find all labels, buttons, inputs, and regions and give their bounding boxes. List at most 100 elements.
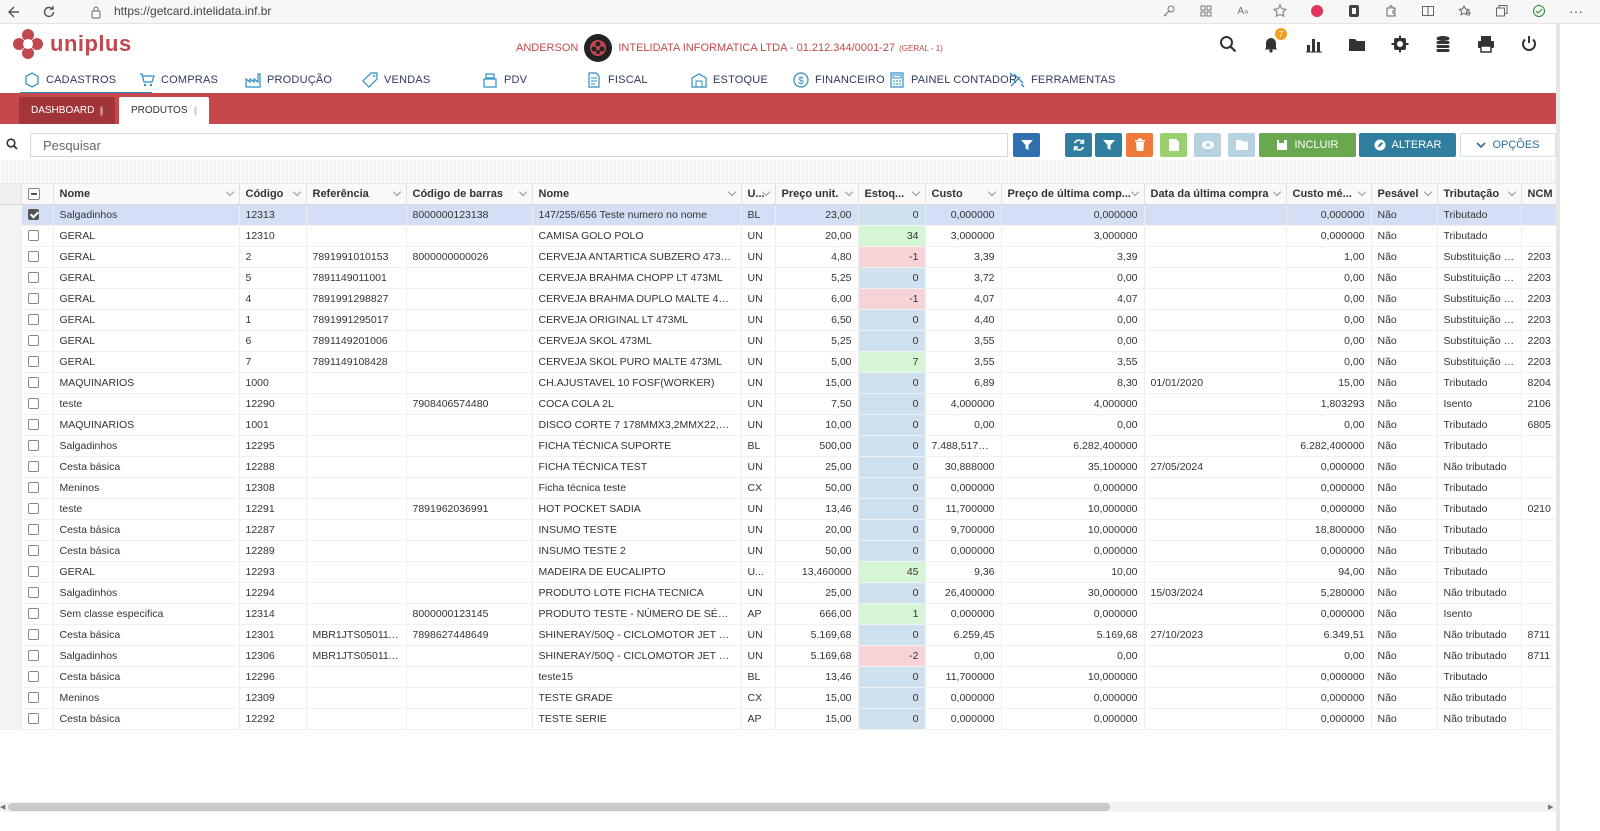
- row-select-cell[interactable]: [21, 393, 54, 415]
- scroll-right-icon[interactable]: ▶: [1548, 804, 1554, 811]
- table-row[interactable]: Sem classe especifica 12314 8000000123145 P…: [0, 603, 1560, 625]
- menu-financeiro[interactable]: $ FINANCEIRO: [793, 72, 885, 88]
- advanced-filter-button[interactable]: [1013, 133, 1040, 157]
- menu-cadastros[interactable]: CADASTROS: [19, 72, 153, 94]
- sort-chevron-icon[interactable]: [844, 187, 853, 197]
- column-header[interactable]: Código: [239, 184, 307, 205]
- alterar-button[interactable]: ALTERAR: [1359, 133, 1456, 157]
- table-row[interactable]: Salgadinhos 12306 MBR1JTS0501113V SHINERAY/…: [0, 645, 1560, 667]
- sort-chevron-icon[interactable]: [1507, 187, 1516, 197]
- row-checkbox[interactable]: [27, 356, 39, 368]
- table-row[interactable]: Cesta básica 12289 INSUMO TESTE 2 UN 50,00 0 0…: [0, 540, 1560, 562]
- row-checkbox[interactable]: [27, 566, 39, 578]
- row-checkbox[interactable]: [27, 419, 39, 431]
- sort-chevron-icon[interactable]: [1130, 187, 1139, 197]
- table-row[interactable]: MAQUINARIOS 1001 DISCO CORTE 7 178MMX3,2MM…: [0, 414, 1560, 436]
- folder-button[interactable]: [1228, 133, 1255, 157]
- sort-chevron-icon[interactable]: [1423, 187, 1432, 197]
- sort-chevron-icon[interactable]: [1272, 187, 1281, 197]
- sort-chevron-icon[interactable]: [518, 187, 527, 197]
- performance-icon[interactable]: [1531, 3, 1547, 19]
- database-icon[interactable]: [1433, 34, 1453, 54]
- gear-icon[interactable]: [1390, 34, 1410, 54]
- row-checkbox[interactable]: [27, 440, 39, 452]
- row-select-cell[interactable]: [21, 456, 54, 478]
- column-header[interactable]: U...: [741, 184, 776, 205]
- row-checkbox[interactable]: [27, 629, 39, 641]
- row-select-cell[interactable]: [21, 498, 54, 520]
- row-checkbox[interactable]: [27, 713, 39, 725]
- new-document-button[interactable]: [1160, 133, 1187, 157]
- column-header[interactable]: Custo: [925, 184, 1002, 205]
- key-icon[interactable]: [1161, 3, 1177, 19]
- favorite-star-icon[interactable]: [1272, 3, 1288, 19]
- row-select-cell[interactable]: [21, 519, 54, 541]
- table-row[interactable]: Cesta básica 12288 FICHA TÉCNICA TEST UN 25,…: [0, 456, 1560, 478]
- table-row[interactable]: GERAL 6 7891149201006 CERVEJA SKOL 473ML UN 5…: [0, 330, 1560, 352]
- power-icon[interactable]: [1519, 34, 1539, 54]
- menu-vendas[interactable]: VENDAS: [362, 72, 430, 88]
- table-row[interactable]: MAQUINARIOS 1000 CH.AJUSTAVEL 10 FOSF(WORK…: [0, 372, 1560, 394]
- row-checkbox[interactable]: [27, 230, 39, 242]
- sort-chevron-icon[interactable]: [911, 187, 920, 197]
- column-header[interactable]: Código de barras: [406, 184, 533, 205]
- row-checkbox[interactable]: [27, 545, 39, 557]
- row-checkbox[interactable]: [27, 524, 39, 536]
- row-select-cell[interactable]: [21, 414, 54, 436]
- more-icon[interactable]: ···: [1569, 3, 1583, 19]
- address-bar[interactable]: https://getcard.intelidata.inf.br: [114, 4, 272, 18]
- row-select-cell[interactable]: [21, 330, 54, 352]
- column-header[interactable]: Custo mé...: [1286, 184, 1372, 205]
- menu-pdv[interactable]: PDV: [482, 72, 527, 88]
- row-select-cell[interactable]: [21, 666, 54, 688]
- row-select-cell[interactable]: [21, 603, 54, 625]
- table-row[interactable]: GERAL 12293 MADEIRA DE EUCALIPTO U... 13,460…: [0, 561, 1560, 583]
- favorites-icon[interactable]: [1457, 3, 1473, 19]
- logo[interactable]: uniplus: [12, 28, 132, 60]
- row-select-cell[interactable]: [21, 687, 54, 709]
- table-row[interactable]: Salgadinhos 12295 FICHA TÉCNICA SUPORTE BL 5…: [0, 435, 1560, 457]
- column-header[interactable]: Nome: [532, 184, 742, 205]
- sort-chevron-icon[interactable]: [1357, 187, 1366, 197]
- sort-chevron-icon[interactable]: [727, 187, 736, 197]
- scroll-left-icon[interactable]: ◀: [0, 804, 6, 811]
- apps-icon[interactable]: [1198, 3, 1214, 19]
- row-checkbox[interactable]: [27, 482, 39, 494]
- row-checkbox[interactable]: [27, 251, 39, 263]
- column-header[interactable]: Preço de última comp...: [1001, 184, 1145, 205]
- row-select-cell[interactable]: [21, 267, 54, 289]
- row-select-cell[interactable]: [21, 561, 54, 583]
- table-row[interactable]: GERAL 12310 CAMISA GOLO POLO UN 20,00 34 3,000…: [0, 225, 1560, 247]
- row-select-cell[interactable]: [21, 708, 54, 730]
- folder-icon[interactable]: [1347, 34, 1367, 54]
- row-checkbox[interactable]: [27, 272, 39, 284]
- row-checkbox[interactable]: [27, 503, 39, 515]
- table-row[interactable]: Cesta básica 12287 INSUMO TESTE UN 20,00 0 9,7…: [0, 519, 1560, 541]
- table-row[interactable]: Salgadinhos 12294 PRODUTO LOTE FICHA TECNI…: [0, 582, 1560, 604]
- column-header[interactable]: Referência: [306, 184, 407, 205]
- delete-button[interactable]: [1126, 133, 1153, 157]
- filter-button[interactable]: [1095, 133, 1122, 157]
- sort-chevron-icon[interactable]: [987, 187, 996, 197]
- row-checkbox[interactable]: [27, 692, 39, 704]
- column-header[interactable]: Data da última compra: [1144, 184, 1287, 205]
- row-checkbox[interactable]: [27, 293, 39, 305]
- menu-fiscal[interactable]: FISCAL: [586, 72, 648, 88]
- column-header[interactable]: NCM: [1521, 184, 1560, 205]
- opcoes-button[interactable]: OPÇÕES: [1460, 133, 1556, 157]
- table-row[interactable]: GERAL 5 7891149011001 CERVEJA BRAHMA CHOPP …: [0, 267, 1560, 289]
- menu-producao[interactable]: PRODUÇÃO: [245, 72, 332, 88]
- row-checkbox[interactable]: [27, 209, 39, 221]
- row-select-cell[interactable]: [21, 624, 54, 646]
- avatar[interactable]: [584, 34, 613, 62]
- split-screen-icon[interactable]: [1420, 3, 1436, 19]
- row-select-cell[interactable]: [21, 204, 54, 226]
- row-checkbox[interactable]: [27, 671, 39, 683]
- printer-icon[interactable]: [1476, 34, 1496, 54]
- column-header[interactable]: Nome: [53, 184, 240, 205]
- row-select-cell[interactable]: [21, 582, 54, 604]
- back-icon[interactable]: [6, 4, 22, 20]
- row-select-cell[interactable]: [21, 351, 54, 373]
- search-input[interactable]: [30, 133, 1008, 157]
- row-select-cell[interactable]: [21, 477, 54, 499]
